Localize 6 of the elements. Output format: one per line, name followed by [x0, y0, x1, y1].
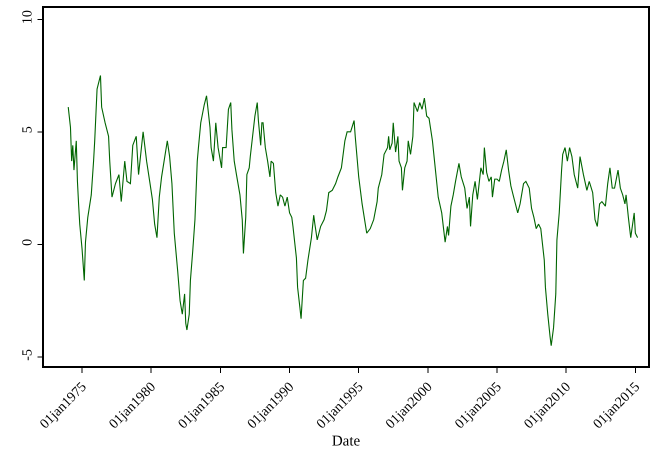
y-tick-label: -5: [20, 349, 36, 361]
y-tick-label: 5: [20, 126, 36, 134]
y-tick-label: 10: [20, 10, 36, 24]
line-series: [68, 75, 638, 346]
y-tick-label: 0: [20, 238, 36, 246]
x-axis-title: Date: [332, 434, 360, 450]
